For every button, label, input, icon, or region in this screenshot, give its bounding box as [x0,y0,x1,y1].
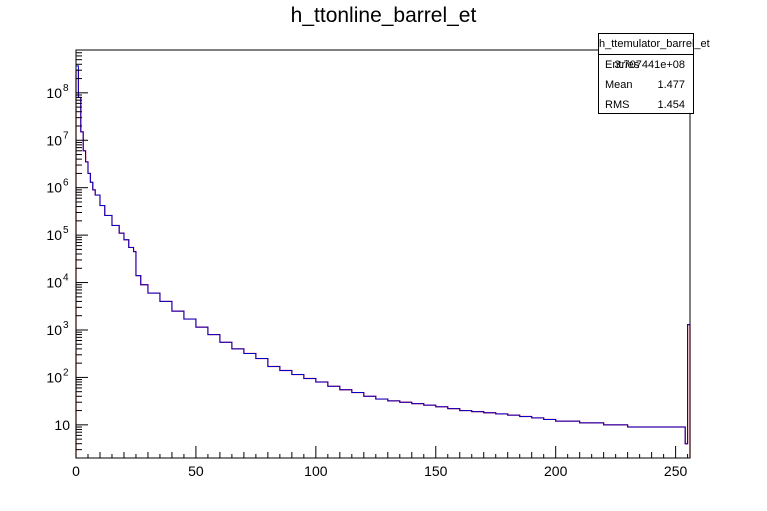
y-tick-label: 10 [46,132,62,148]
chart-title: h_ttonline_barrel_et [290,4,477,27]
stats-row-mean: Mean 1.477 [599,75,693,95]
x-tick-label: 0 [72,463,80,479]
y-tick-label: 10 [46,227,62,243]
stats-label-mean: Mean [605,79,633,91]
stats-box-title: h_ttemulator_barrel_et [599,34,710,55]
stats-row-entries: Entries 3.707441e+08 [599,55,693,75]
stats-label-rms: RMS [605,99,630,111]
y-tick-label: 10 [46,275,62,291]
y-tick-label: 10 [46,180,62,196]
stats-value-entries: 3.707441e+08 [614,59,685,71]
x-tick-label: 200 [544,463,568,479]
y-tick-exponent: 5 [63,225,69,236]
histogram-series-2 [75,65,691,458]
y-tick-exponent: 6 [63,178,69,189]
stats-label-entries: Entries [605,59,640,71]
stats-box: h_ttemulator_barrel_et Entries 3.707441e… [598,33,710,115]
y-tick-label: 10 [46,369,62,385]
y-tick-label: 10 [54,417,70,433]
y-tick-exponent: 8 [63,83,69,94]
x-tick-label: 100 [304,463,328,479]
y-tick-label: 10 [46,85,62,101]
stats-value-rms: 1.454 [657,99,685,111]
histogram-series-1 [75,69,691,458]
stats-value-mean: 1.477 [657,79,685,91]
y-tick-exponent: 3 [63,320,69,331]
x-tick-label: 150 [424,463,448,479]
y-tick-label: 10 [46,322,62,338]
stats-row-rms: RMS 1.454 [599,95,693,115]
y-tick-exponent: 2 [63,367,69,378]
y-tick-exponent: 4 [63,273,69,284]
x-tick-label: 50 [188,463,204,479]
x-tick-label: 250 [664,463,688,479]
y-tick-exponent: 7 [63,130,69,141]
